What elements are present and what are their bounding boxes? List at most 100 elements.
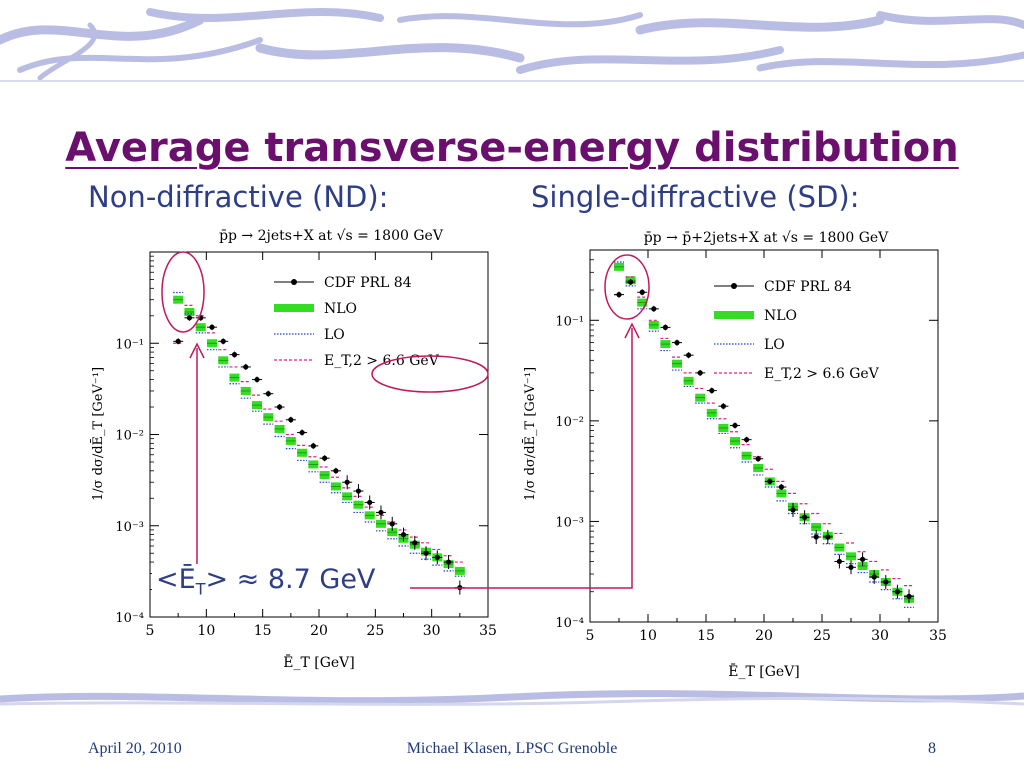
- data-point: [778, 484, 784, 490]
- data-point: [367, 499, 373, 506]
- x-tick-label: 25: [366, 623, 384, 639]
- legend-label: E_T,2 > 6.6 GeV: [324, 353, 440, 369]
- data-point: [434, 554, 440, 560]
- data-point: [639, 289, 645, 295]
- data-point: [616, 292, 622, 298]
- x-tick-label: 15: [697, 628, 715, 644]
- y-axis-label: 1/σ dσ/dĒ_T [GeV⁻¹]: [90, 367, 106, 501]
- x-tick-label: 25: [813, 628, 831, 644]
- legend-swatch-dot: [731, 283, 737, 289]
- y-tick-label: 10⁻¹: [555, 314, 584, 329]
- x-tick-label: 10: [197, 623, 215, 639]
- y-tick-label: 10⁻²: [555, 415, 584, 430]
- data-point: [220, 338, 226, 344]
- legend-label: CDF PRL 84: [764, 279, 852, 295]
- y-tick-label: 10⁻³: [115, 520, 144, 535]
- data-point: [389, 521, 395, 527]
- data-point: [662, 324, 668, 330]
- data-point: [186, 315, 193, 321]
- data-point: [322, 455, 328, 461]
- subheading-non-diffractive: Non-diffractive (ND):: [88, 180, 389, 214]
- footer-date: April 20, 2010: [88, 740, 182, 757]
- data-point: [813, 534, 819, 540]
- footer-page-number: 8: [928, 740, 936, 757]
- data-point: [231, 352, 238, 358]
- x-tick-label: 5: [586, 628, 595, 644]
- data-point: [265, 391, 271, 397]
- x-tick-label: 20: [755, 628, 773, 644]
- data-point: [883, 579, 889, 585]
- y-tick-label: 10⁻²: [115, 429, 144, 444]
- data-point: [720, 403, 726, 409]
- legend: CDF PRL 84 NLO LO E_T,2 > 6.6 GeV: [274, 275, 440, 369]
- legend-swatch-dot: [291, 279, 297, 285]
- data-point: [674, 340, 680, 346]
- data-marks: [173, 291, 465, 595]
- chart-single-diffractive: p̄p → p̄+2jets+X at √s = 1800 GeV 5 10 15 2…: [522, 230, 947, 680]
- data-point: [378, 509, 384, 516]
- decorative-swirl-banner: [0, 8, 1024, 82]
- data-point: [288, 417, 294, 423]
- x-tick-label: 5: [146, 623, 155, 639]
- data-point: [423, 550, 429, 556]
- data-point: [445, 559, 452, 565]
- data-point: [755, 456, 761, 462]
- decorative-bottom-band: [0, 690, 1024, 706]
- data-point: [767, 478, 773, 485]
- data-point: [310, 443, 316, 449]
- y-axis-label: 1/σ dσ/dĒ_T [GeV⁻¹]: [522, 367, 538, 501]
- legend-label: E_T,2 > 6.6 GeV: [764, 366, 880, 382]
- chart-non-diffractive: p̄p → 2jets+X at √s = 1800 GeV 5 10 15 20 25…: [90, 228, 497, 671]
- data-point: [790, 507, 796, 513]
- data-point: [848, 564, 854, 570]
- axis-ticks: 5 10 15 20 25 30 35 10⁻¹ 10⁻² 10⁻³ 10⁻⁴: [115, 252, 497, 639]
- data-point: [860, 556, 866, 562]
- data-point: [333, 468, 339, 474]
- data-point: [175, 338, 181, 344]
- data-point: [871, 574, 877, 580]
- subheading-single-diffractive: Single-diffractive (SD):: [531, 180, 860, 214]
- x-tick-label: 35: [479, 623, 497, 639]
- data-point: [906, 593, 912, 599]
- data-point: [825, 534, 831, 540]
- data-point: [198, 315, 204, 321]
- legend-swatch: [714, 311, 754, 319]
- y-tick-label: 10⁻⁴: [115, 611, 144, 626]
- legend-label: NLO: [764, 308, 797, 324]
- data-point: [697, 370, 703, 376]
- data-point: [744, 437, 750, 443]
- chart-title: p̄p → p̄+2jets+X at √s = 1800 GeV: [644, 230, 889, 246]
- y-tick-label: 10⁻³: [555, 515, 584, 530]
- mean-et-annotation: <ĒT> ≈ 8.7 GeV: [152, 564, 380, 599]
- data-point: [457, 584, 463, 591]
- x-tick-label: 30: [423, 623, 441, 639]
- data-point: [709, 387, 715, 394]
- legend-label: NLO: [324, 301, 357, 317]
- legend-swatch: [274, 304, 314, 312]
- data-point: [628, 279, 634, 285]
- x-tick-label: 10: [639, 628, 657, 644]
- data-point: [355, 488, 362, 494]
- slide-title: Average transverse-energy distribution: [65, 124, 959, 171]
- data-point: [276, 404, 283, 410]
- data-point: [651, 306, 657, 312]
- legend: CDF PRL 84 NLO LO E_T,2 > 6.6 GeV: [714, 279, 880, 382]
- data-point: [732, 422, 738, 429]
- data-point: [344, 479, 350, 485]
- legend-label: CDF PRL 84: [324, 275, 412, 291]
- y-tick-label: 10⁻⁴: [555, 616, 584, 631]
- data-point: [836, 558, 842, 565]
- x-tick-label: 15: [254, 623, 272, 639]
- data-point: [686, 352, 692, 358]
- x-tick-label: 20: [310, 623, 328, 639]
- data-point: [254, 376, 260, 383]
- data-point: [894, 589, 900, 595]
- x-tick-label: 35: [929, 628, 947, 644]
- legend-label: LO: [764, 337, 785, 353]
- x-axis-label: Ē_T [GeV]: [283, 653, 355, 671]
- x-tick-label: 30: [871, 628, 889, 644]
- data-point: [243, 364, 249, 370]
- chart-title: p̄p → 2jets+X at √s = 1800 GeV: [219, 228, 444, 244]
- y-tick-label: 10⁻¹: [115, 337, 144, 352]
- data-point: [400, 531, 407, 538]
